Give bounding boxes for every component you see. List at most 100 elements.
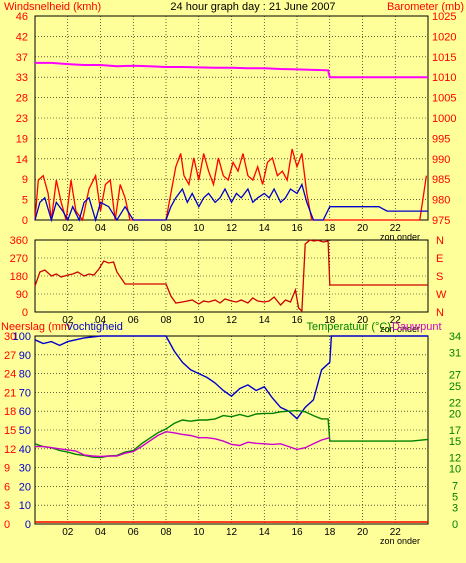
- mid-x-tick-label: 16: [291, 315, 303, 326]
- barometer-tick-label: 1020: [432, 31, 456, 43]
- rain-axis-label: Neerslag (mm: [1, 321, 70, 333]
- rain-tick-label: 0: [4, 519, 10, 531]
- bot-x-tick-label: 06: [128, 527, 140, 538]
- temperature-tick-label: 5: [452, 491, 458, 503]
- bot-x-tick-label: 02: [62, 527, 74, 538]
- dewpoint-axis-label: Dauwpunt: [392, 321, 442, 333]
- wind-direction-tick-label: 0: [22, 307, 28, 319]
- humidity-tick-label: 40: [19, 444, 31, 456]
- top-x-tick-label: 12: [226, 223, 238, 234]
- temperature-tick-label: 27: [449, 370, 461, 382]
- wind-speed-tick-label: 14: [16, 154, 28, 166]
- mid-x-tick-label: 22: [390, 315, 402, 326]
- barometer-tick-label: 1000: [432, 113, 456, 125]
- top-x-tick-label: 08: [160, 223, 172, 234]
- wind-barometer-panel: 0 5 9 14 19 23 28 33 37 42 46 975 980 985 990 995 1000 10…: [16, 11, 457, 242]
- humidity-temperature-panel: 0369121518212427300102030405060708090100…: [4, 331, 461, 546]
- wind-speed-tick-label: 37: [16, 52, 28, 64]
- compass-tick-label: W: [436, 289, 447, 301]
- barometer-tick-label: 1025: [432, 11, 456, 23]
- temperature-tick-label: 20: [449, 408, 461, 420]
- dewpoint-line: [35, 430, 330, 458]
- humidity-tick-label: 80: [19, 369, 31, 381]
- temperature-tick-label: 7: [452, 480, 458, 492]
- bot-x-tick-label: 04: [95, 527, 107, 538]
- top-x-tick-label: 06: [128, 223, 140, 234]
- rain-tick-label: 15: [4, 425, 16, 437]
- mid-x-tick-label: 14: [259, 315, 271, 326]
- barometer-tick-label: 1005: [432, 93, 456, 105]
- wind-speed-tick-label: 33: [16, 72, 28, 84]
- mid-x-tick-label: 06: [128, 315, 140, 326]
- bot-x-note: zon onder: [380, 536, 420, 546]
- barometer-tick-label: 975: [432, 215, 450, 227]
- mid-x-note: zon onder: [380, 324, 420, 334]
- barometer-tick-label: 1010: [432, 72, 456, 84]
- barometer-tick-label: 1015: [432, 52, 456, 64]
- humidity-tick-label: 0: [25, 519, 31, 531]
- humidity-tick-label: 30: [19, 463, 31, 475]
- rain-tick-label: 12: [4, 444, 16, 456]
- mid-x-tick-label: 18: [324, 315, 336, 326]
- barometer-tick-label: 985: [432, 174, 450, 186]
- wind-direction-tick-label: 90: [16, 289, 28, 301]
- top-x-tick-label: 10: [193, 223, 205, 234]
- temperature-tick-label: 25: [449, 381, 461, 393]
- top-x-tick-label: 22: [390, 223, 402, 234]
- humidity-tick-label: 70: [19, 387, 31, 399]
- wind-direction-line: [34, 239, 428, 313]
- wind-direction-tick-label: 270: [10, 253, 28, 265]
- wind-speed-line: [34, 148, 428, 222]
- mid-x-tick-label: 02: [62, 315, 74, 326]
- rain-tick-label: 24: [4, 369, 16, 381]
- wind-speed-tick-label: 42: [16, 31, 28, 43]
- barometer-tick-label: 980: [432, 195, 450, 207]
- wind-direction-tick-label: 180: [10, 271, 28, 283]
- top-x-tick-label: 04: [95, 223, 107, 234]
- humidity-tick-label: 90: [19, 350, 31, 362]
- humidity-tick-label: 60: [19, 406, 31, 418]
- humidity-tick-label: 20: [19, 481, 31, 493]
- mid-x-tick-label: 12: [226, 315, 238, 326]
- temperature-tick-label: 15: [449, 436, 461, 448]
- barometer-tick-label: 995: [432, 133, 450, 145]
- bot-x-tick-label: 14: [259, 527, 271, 538]
- rain-tick-label: 3: [4, 500, 10, 512]
- top-x-tick-label: 18: [324, 223, 336, 234]
- wind-speed-tick-label: 9: [22, 174, 28, 186]
- temperature-tick-label: 10: [449, 464, 461, 476]
- top-x-tick-label: 02: [62, 223, 74, 234]
- bot-x-tick-label: 10: [193, 527, 205, 538]
- barometer-line: [35, 61, 428, 79]
- rain-tick-label: 27: [4, 350, 16, 362]
- wind-speed-tick-label: 28: [16, 93, 28, 105]
- temperature-line: [34, 409, 429, 459]
- bot-x-tick-label: 22: [390, 527, 402, 538]
- compass-tick-label: N: [436, 307, 444, 319]
- humidity-tick-label: 50: [19, 425, 31, 437]
- compass-tick-label: N: [436, 235, 444, 247]
- temperature-tick-label: 31: [449, 348, 461, 360]
- compass-tick-label: E: [436, 253, 443, 265]
- top-x-tick-label: 20: [357, 223, 369, 234]
- chart-title: 24 hour graph day : 21 June 2007: [170, 1, 335, 13]
- rain-tick-label: 18: [4, 406, 16, 418]
- bot-x-tick-label: 18: [324, 527, 336, 538]
- top-x-tick-label: 16: [291, 223, 303, 234]
- wind-speed-tick-label: 23: [16, 113, 28, 125]
- temperature-tick-label: 17: [449, 425, 461, 437]
- rain-tick-label: 21: [4, 387, 16, 399]
- wind-speed-axis-label: Windsnelheid (kmh): [4, 1, 101, 13]
- rain-tick-label: 6: [4, 481, 10, 493]
- humidity-axis-label: Vochtigheid: [66, 321, 123, 333]
- compass-tick-label: S: [436, 271, 443, 283]
- wind-speed-tick-label: 19: [16, 133, 28, 145]
- wind-speed-tick-label: 46: [16, 11, 28, 23]
- bot-x-tick-label: 12: [226, 527, 238, 538]
- temperature-tick-label: 22: [449, 397, 461, 409]
- bot-x-tick-label: 20: [357, 527, 369, 538]
- wind-gust-line: [34, 182, 428, 223]
- humidity-tick-label: 100: [13, 331, 31, 343]
